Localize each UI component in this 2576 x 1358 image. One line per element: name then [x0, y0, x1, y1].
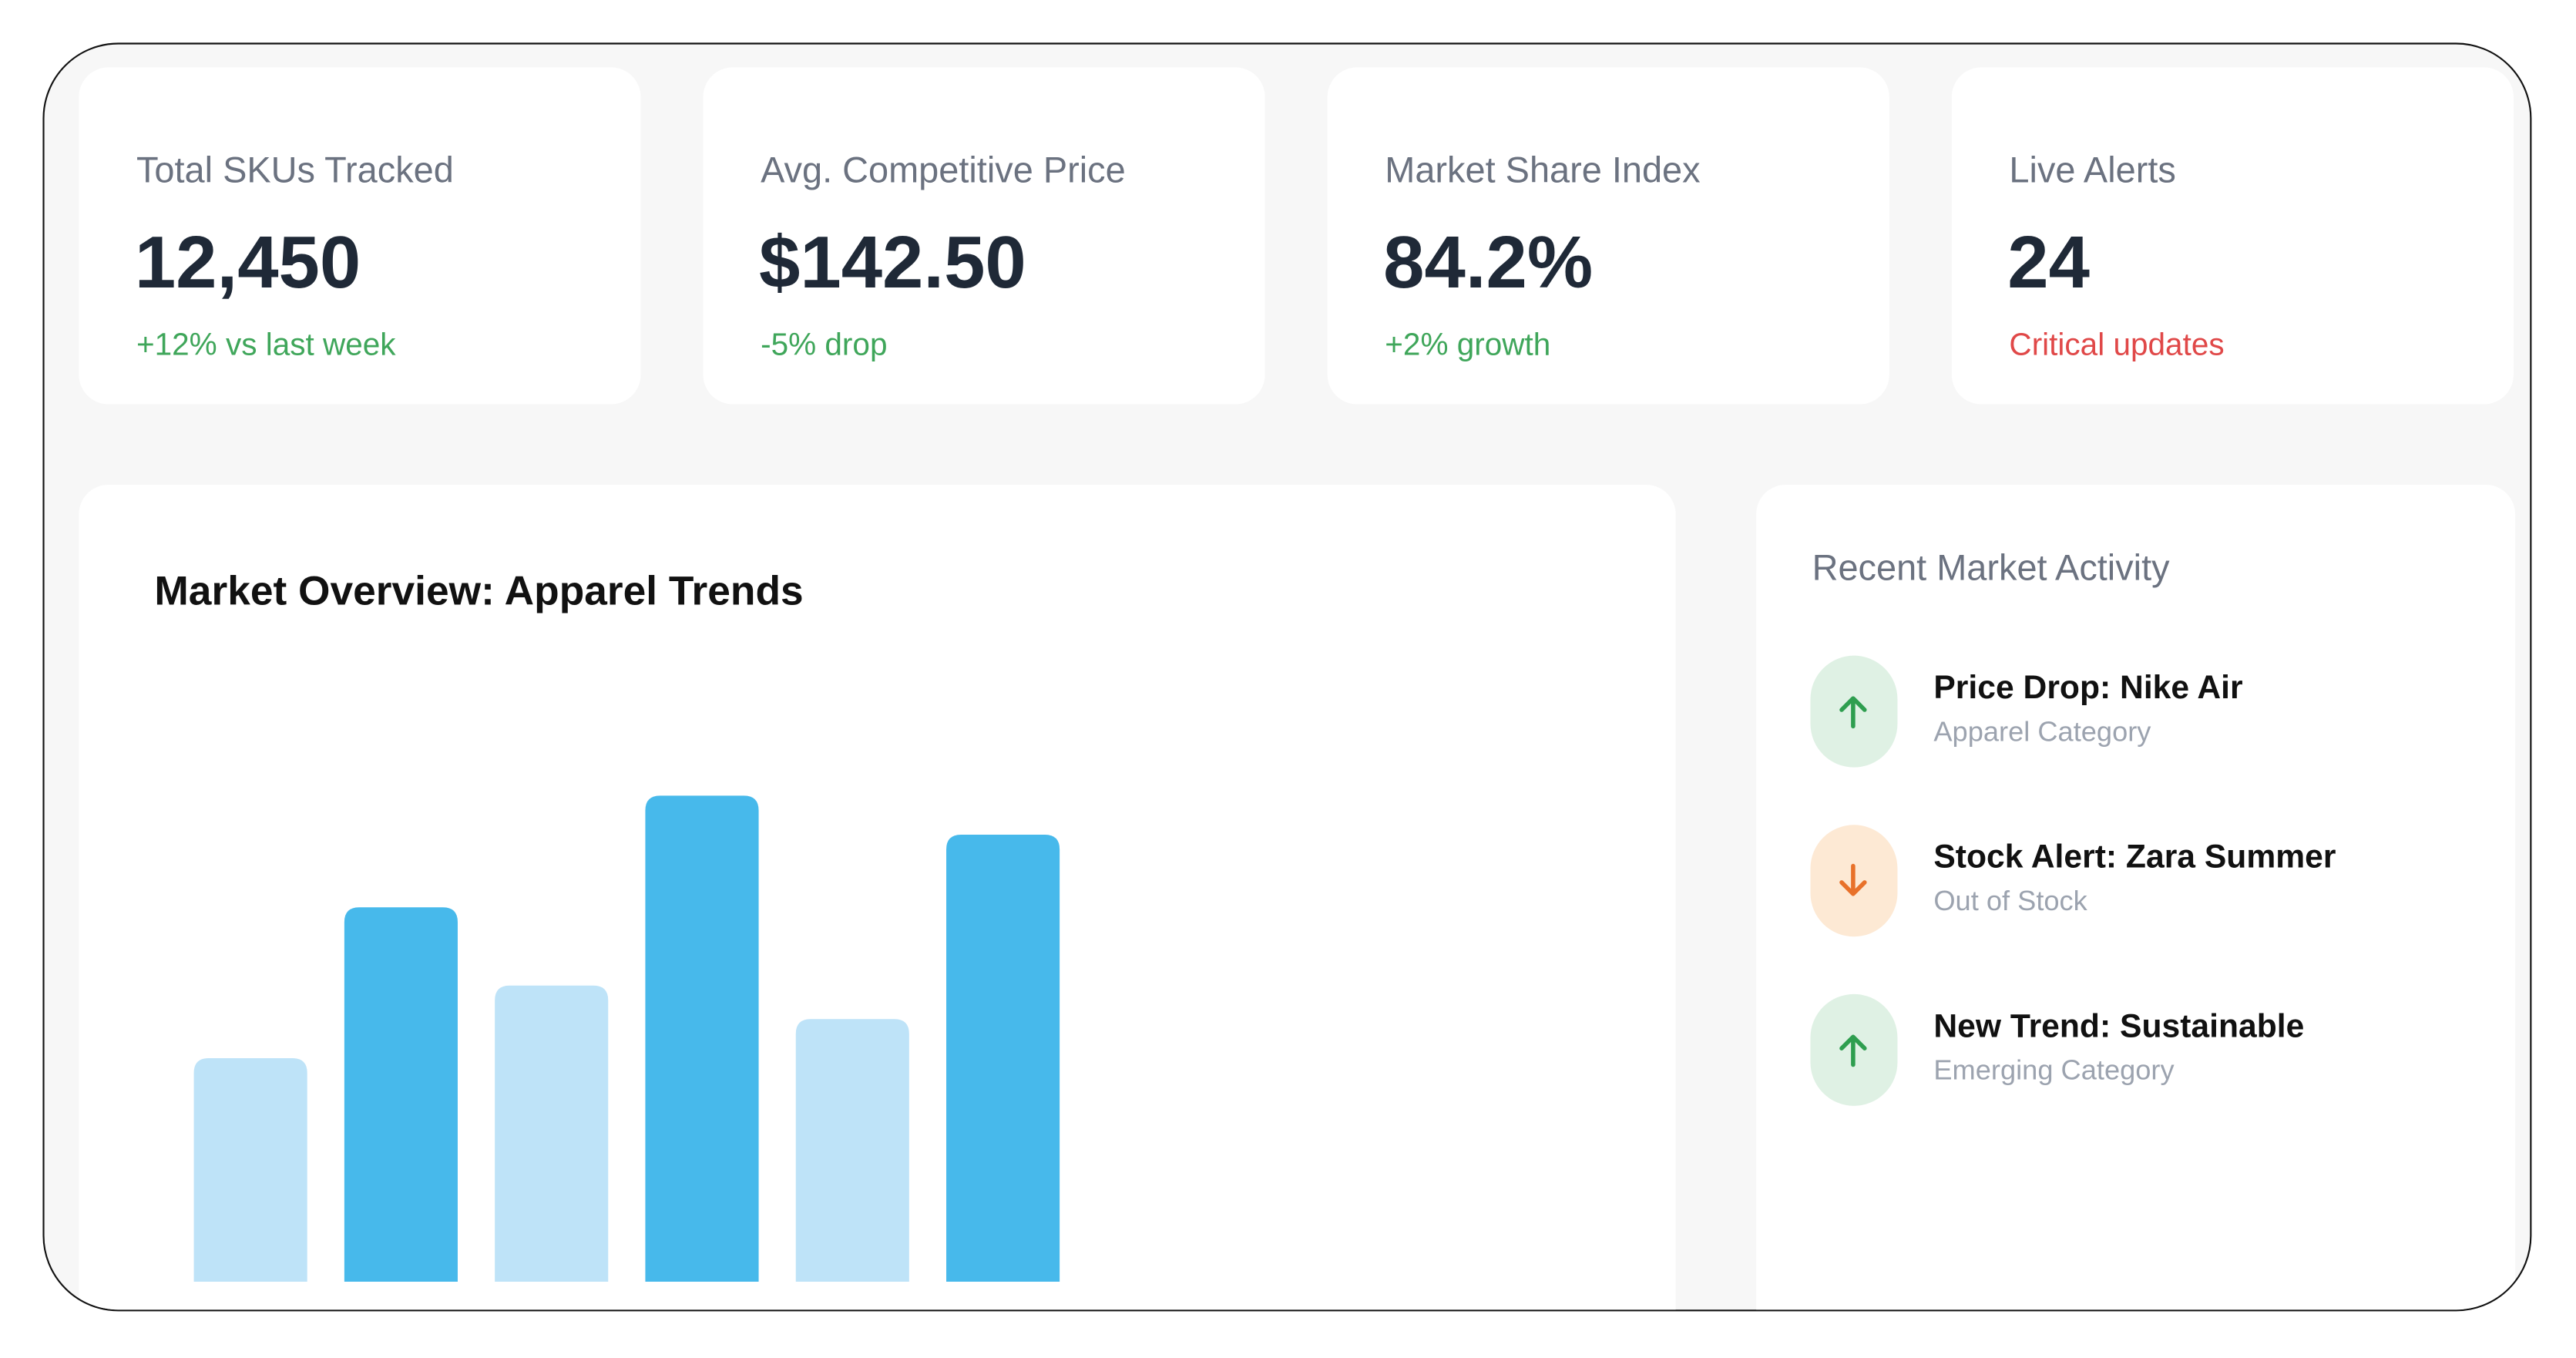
activity-item[interactable]: Price Drop: Nike Air Apparel Category	[1810, 655, 2500, 768]
kpi-card: Avg. Competitive Price $142.50 -5% drop	[703, 67, 1265, 405]
activity-item-title: Price Drop: Nike Air	[1933, 670, 2243, 707]
kpi-value: 12,450	[134, 220, 361, 304]
activity-item-subtitle: Out of Stock	[1933, 886, 2087, 917]
activity-item-title: Stock Alert: Zara Summer	[1933, 839, 2336, 876]
activity-panel: Recent Market Activity Price Drop: Nike …	[1756, 484, 2516, 1310]
bar-chart	[193, 795, 1060, 1282]
bar	[344, 907, 458, 1282]
kpi-label: Live Alerts	[2009, 150, 2176, 191]
activity-title: Recent Market Activity	[1812, 546, 2170, 589]
kpi-value: $142.50	[758, 220, 1026, 304]
bar	[193, 1058, 307, 1282]
bar	[946, 835, 1060, 1282]
kpi-card: Total SKUs Tracked 12,450 +12% vs last w…	[79, 67, 641, 405]
icon-up	[1810, 655, 1898, 768]
kpi-change: +2% growth	[1385, 328, 1551, 364]
kpi-change: Critical updates	[2009, 328, 2225, 364]
kpi-label: Avg. Competitive Price	[761, 150, 1126, 191]
activity-item-subtitle: Emerging Category	[1933, 1054, 2175, 1087]
kpi-label: Market Share Index	[1385, 150, 1701, 191]
kpi-card: Live Alerts 24 Critical updates	[1951, 67, 2514, 405]
kpi-label: Total SKUs Tracked	[136, 150, 454, 191]
kpi-change: +12% vs last week	[136, 328, 396, 364]
bar	[495, 985, 609, 1282]
activity-item-subtitle: Apparel Category	[1933, 716, 2151, 748]
kpi-change: -5% drop	[761, 328, 888, 364]
icon-up	[1810, 993, 1898, 1106]
activity-item[interactable]: Stock Alert: Zara Summer Out of Stock	[1810, 825, 2500, 937]
activity-item-title: New Trend: Sustainable	[1933, 1009, 2305, 1045]
kpi-value: 24	[2007, 220, 2091, 304]
kpi-card: Market Share Index 84.2% +2% growth	[1327, 67, 1889, 405]
kpi-value: 84.2%	[1383, 220, 1594, 304]
icon-down	[1810, 825, 1898, 937]
bar	[795, 1019, 909, 1282]
dashboard-frame: Total SKUs Tracked 12,450 +12% vs last w…	[42, 42, 2532, 1312]
bar	[645, 795, 759, 1282]
chart-title: Market Overview: Apparel Trends	[154, 568, 804, 615]
activity-item[interactable]: New Trend: Sustainable Emerging Category	[1810, 993, 2500, 1106]
